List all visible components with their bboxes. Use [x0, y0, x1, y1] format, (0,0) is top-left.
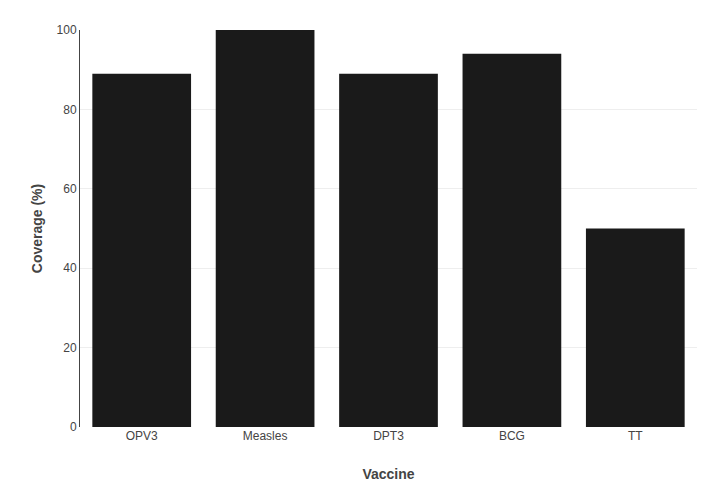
svg-text:DPT3: DPT3 [373, 429, 404, 443]
svg-text:TT: TT [628, 429, 643, 443]
svg-text:40: 40 [63, 261, 77, 275]
svg-text:Measles: Measles [243, 429, 288, 443]
svg-text:60: 60 [63, 182, 77, 196]
svg-text:OPV3: OPV3 [126, 429, 158, 443]
svg-text:0: 0 [70, 420, 77, 434]
svg-text:Coverage (%): Coverage (%) [29, 184, 45, 273]
svg-text:BCG: BCG [499, 429, 525, 443]
svg-text:100: 100 [57, 23, 77, 37]
svg-text:20: 20 [63, 341, 77, 355]
svg-text:80: 80 [63, 103, 77, 117]
svg-text:Vaccine: Vaccine [362, 466, 414, 482]
